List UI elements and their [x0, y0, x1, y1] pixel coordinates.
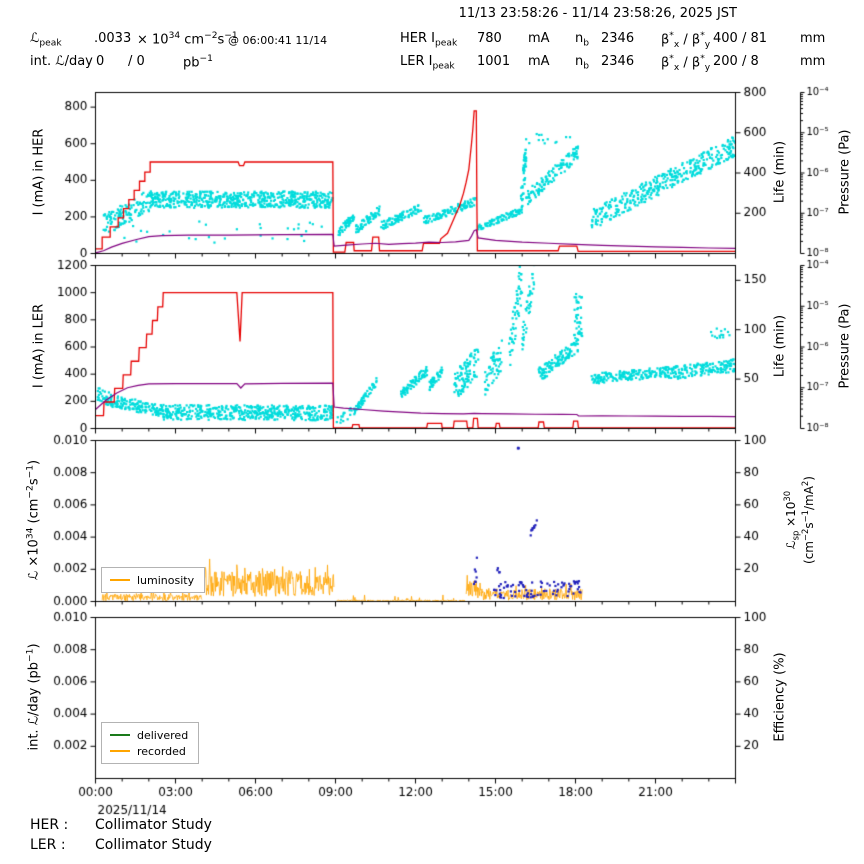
ler-ipeak-label: LER Ipeak	[400, 54, 455, 72]
ler-ipeak-value: 1001	[477, 54, 511, 69]
intl-value: 0	[96, 54, 105, 69]
recorded-legend-label: recorded	[137, 744, 186, 758]
lpeak-value: .0033	[94, 31, 132, 46]
ler-nb-label: nb	[575, 54, 590, 72]
ler-beta-label: β*x / β*y	[661, 54, 711, 73]
lpeak-unit: × 1034 cm−2s−1	[137, 31, 238, 48]
her-life-axis-label: Life (min)	[772, 140, 788, 204]
her-beta-value: 400 / 81	[713, 31, 767, 46]
legend-item-luminosity: luminosity	[110, 572, 194, 588]
her-nb-value: 2346	[601, 31, 635, 46]
legend-item-recorded: recorded	[110, 743, 188, 759]
recorded-line-swatch	[110, 750, 130, 752]
her-nb-label: nb	[575, 31, 590, 49]
her-ipeak-unit: mA	[528, 31, 550, 46]
delivered-recorded-legend: delivered recorded	[101, 722, 200, 764]
ler-status-label: LER :	[30, 837, 66, 853]
ler-pressure-axis-label: Pressure (Pa)	[837, 303, 853, 389]
her-ipeak-value: 780	[477, 31, 502, 46]
lpeak-label: ℒpeak	[30, 31, 62, 49]
ler-beta-unit: mm	[800, 54, 826, 69]
her-status-label: HER :	[30, 817, 69, 833]
her-beta-label: β*x / β*y	[661, 31, 711, 50]
lpeak-time: @ 06:00:41 11/14	[228, 34, 328, 47]
efficiency-axis-label: Efficiency (%)	[772, 652, 788, 742]
delivered-legend-label: delivered	[137, 728, 189, 742]
delivered-line-swatch	[110, 734, 130, 736]
her-status-value: Collimator Study	[95, 817, 212, 833]
ler-life-axis-label: Life (min)	[772, 314, 788, 378]
integrated-luminosity-axis-label: int. ℒ/day (pb−1)	[25, 643, 42, 751]
intl-label: int. ℒ/day	[30, 54, 93, 69]
luminosity-legend-label: luminosity	[137, 573, 195, 587]
legend-item-delivered: delivered	[110, 727, 188, 743]
her-pressure-axis-label: Pressure (Pa)	[837, 129, 853, 215]
ler-ipeak-unit: mA	[528, 54, 550, 69]
date-range: 11/13 23:58:26 - 11/14 23:58:26, 2025 JS…	[458, 6, 737, 21]
ler-status-value: Collimator Study	[95, 837, 212, 853]
intl-unit: pb−1	[183, 54, 213, 71]
intl-slash-value: / 0	[128, 54, 145, 69]
specific-luminosity-axis-label: ℒsp ×1030 (cm−2s−1/mA2)	[782, 476, 817, 564]
luminosity-axis-label: ℒ ×1034 (cm−2s−1)	[25, 459, 42, 581]
ler-current-axis-label: I (mA) in LER	[31, 303, 47, 389]
her-ipeak-label: HER Ipeak	[400, 31, 458, 49]
luminosity-legend: luminosity	[101, 567, 206, 593]
luminosity-line-swatch	[110, 579, 130, 581]
ler-nb-value: 2346	[601, 54, 635, 69]
ler-beta-value: 200 / 8	[713, 54, 759, 69]
her-current-axis-label: I (mA) in HER	[31, 128, 47, 216]
her-beta-unit: mm	[800, 31, 826, 46]
